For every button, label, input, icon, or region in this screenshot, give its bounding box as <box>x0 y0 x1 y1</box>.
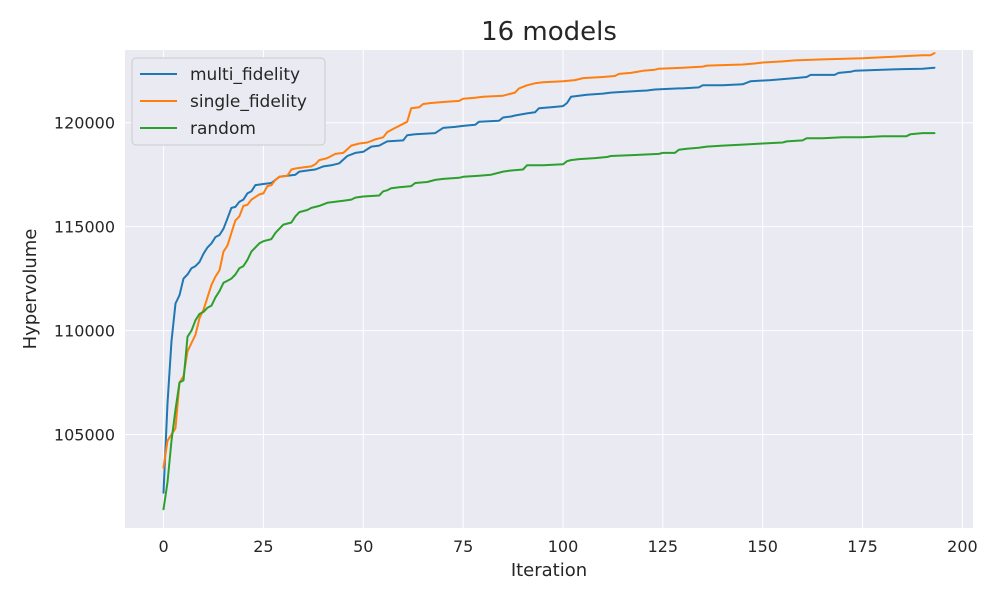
x-tick-label: 125 <box>648 537 679 556</box>
legend: multi_fidelity single_fidelity random <box>131 57 326 146</box>
x-tick-label: 150 <box>747 537 778 556</box>
legend-label-multi-fidelity: multi_fidelity <box>190 65 300 85</box>
legend-box <box>131 57 326 146</box>
series-line-random <box>162 132 936 511</box>
x-tick-label: 25 <box>253 537 273 556</box>
series-line-single-fidelity <box>162 52 936 469</box>
series-lines <box>162 52 936 511</box>
series-line-multi-fidelity <box>162 66 936 494</box>
x-tick-label: 75 <box>453 537 473 556</box>
legend-label-single-fidelity: single_fidelity <box>190 92 307 112</box>
x-tick-label: 100 <box>548 537 579 556</box>
x-tick-label: 50 <box>353 537 373 556</box>
x-axis-ticks: 0 25 50 75 100 125 150 175 200 <box>158 537 977 556</box>
x-tick-label: 0 <box>158 537 168 556</box>
y-tick-label: 110000 <box>54 322 115 341</box>
y-tick-label: 105000 <box>54 425 115 444</box>
y-tick-label: 115000 <box>54 218 115 237</box>
legend-label-random: random <box>190 119 256 139</box>
chart-title: 16 models <box>481 17 617 47</box>
x-tick-label: 175 <box>847 537 878 556</box>
y-tick-label: 120000 <box>54 114 115 133</box>
y-axis-ticks: 105000 110000 115000 120000 <box>54 114 115 445</box>
y-axis-label: Hypervolume <box>20 229 41 350</box>
x-axis-label: Iteration <box>511 560 587 581</box>
x-tick-label: 200 <box>947 537 978 556</box>
